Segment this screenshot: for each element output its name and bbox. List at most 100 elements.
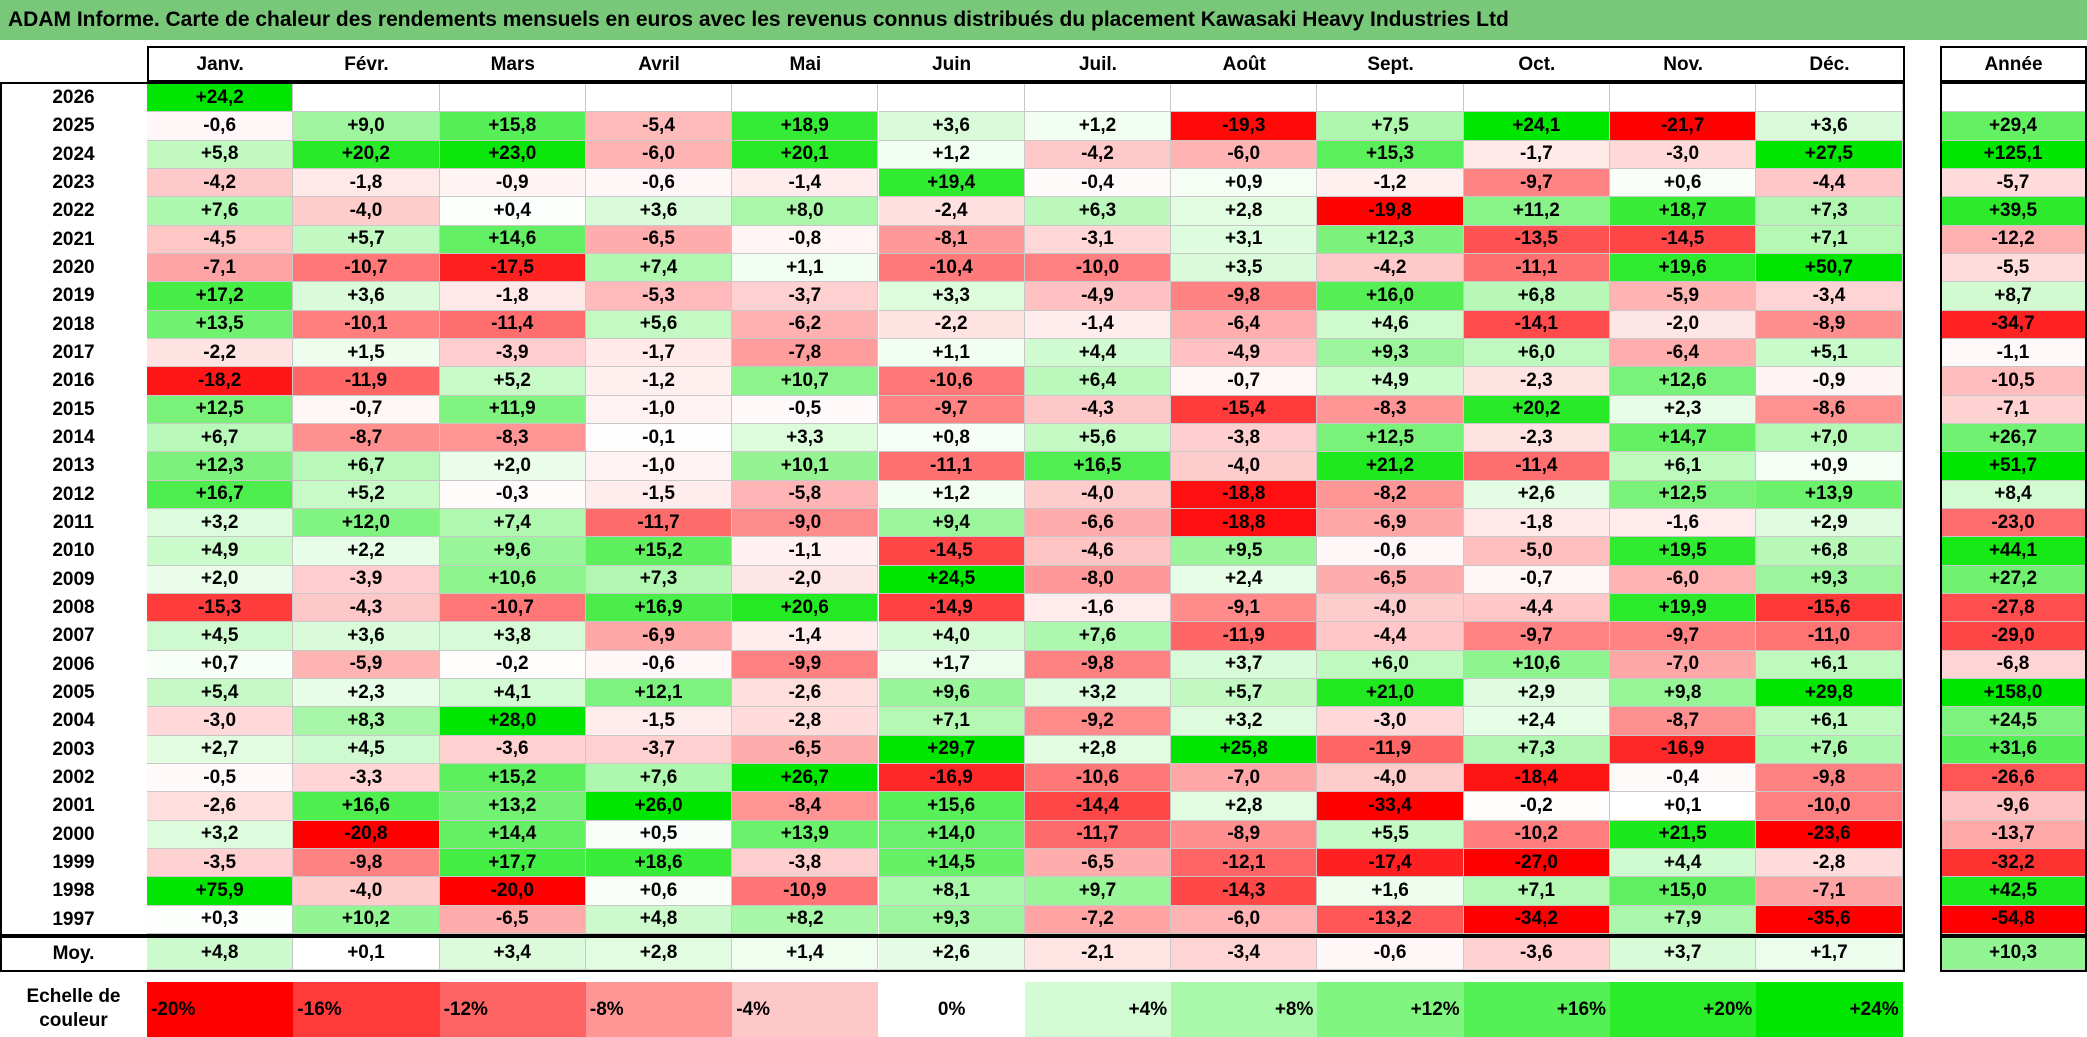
heatmap-cell: +7,3 (1463, 735, 1610, 764)
year-label: 2018 (0, 310, 147, 339)
heatmap-cell: +0,4 (439, 197, 586, 226)
heatmap-cell: -3,9 (439, 338, 586, 368)
heatmap-cell: -11,4 (1463, 452, 1610, 481)
heatmap-cell: +2,2 (293, 537, 440, 566)
year-label: 2010 (0, 537, 147, 566)
heatmap-cell: -2,0 (732, 565, 879, 594)
heatmap-cell: +50,7 (1756, 253, 1903, 283)
heatmap-cell: -34,2 (1463, 905, 1610, 934)
average-cell: +4,8 (147, 937, 294, 970)
heatmap-cell: -0,6 (585, 168, 733, 198)
heatmap-cell: -7,1 (1756, 877, 1903, 906)
annual-cell: -32,2 (1940, 848, 2087, 878)
heatmap-cell: +28,0 (439, 707, 586, 736)
heatmap-cell: +0,9 (1171, 168, 1318, 198)
heatmap-cell: +10,2 (293, 905, 440, 934)
heatmap-cell: +3,3 (732, 423, 879, 453)
heatmap-cell (439, 84, 586, 113)
average-cell: -3,4 (1171, 937, 1318, 970)
heatmap-cell: +1,1 (732, 253, 879, 283)
heatmap-cell: +7,1 (1756, 225, 1903, 254)
heatmap-cell: +1,2 (878, 140, 1025, 169)
heatmap-cell: -1,1 (732, 537, 879, 566)
heatmap-cell: +4,8 (585, 905, 733, 934)
heatmap-cell: +6,7 (293, 452, 440, 481)
heatmap-cell: -5,8 (732, 480, 879, 509)
heatmap-cell: -11,9 (1317, 735, 1464, 764)
heatmap-cell: +3,5 (1171, 253, 1318, 283)
heatmap-cell: +14,4 (439, 820, 586, 849)
heatmap-cell: +12,5 (1610, 480, 1757, 509)
heatmap-cell: -5,9 (293, 650, 440, 679)
month-header: Mars (439, 48, 586, 82)
heatmap-cell: +6,1 (1610, 452, 1757, 481)
heatmap-cell (732, 84, 879, 113)
heatmap-cell: -4,2 (1024, 140, 1172, 169)
heatmap-cell: +4,9 (147, 537, 294, 566)
heatmap-cell: -6,0 (1171, 905, 1318, 934)
heatmap-cell: -11,7 (585, 508, 733, 538)
heatmap-cell: +9,3 (1756, 565, 1903, 594)
heatmap-cell: +10,1 (732, 452, 879, 481)
average-cell: -2,1 (1024, 937, 1172, 970)
average-cell: +1,4 (732, 937, 879, 970)
month-header: Juil. (1024, 48, 1172, 82)
heatmap-cell: -10,7 (439, 593, 586, 623)
heatmap-cell: -13,5 (1463, 225, 1610, 254)
annual-cell: -12,2 (1940, 225, 2087, 254)
heatmap-cell: -3,9 (293, 565, 440, 594)
heatmap-cell: +6,7 (147, 423, 294, 453)
average-cell: +2,8 (585, 937, 733, 970)
heatmap-cell: -17,4 (1317, 848, 1464, 878)
heatmap-cell: -2,3 (1463, 423, 1610, 453)
average-cell: +1,7 (1756, 937, 1903, 970)
heatmap-cell: +4,4 (1610, 848, 1757, 878)
heatmap-cell: +23,0 (439, 140, 586, 169)
heatmap-cell (878, 84, 1025, 113)
heatmap-cell: +0,5 (585, 820, 733, 849)
heatmap-cell: -20,8 (293, 820, 440, 849)
heatmap-cell: +3,2 (147, 508, 294, 538)
annual-cell: -7,1 (1940, 395, 2087, 424)
annual-cell: +29,4 (1940, 112, 2087, 141)
heatmap-cell: +9,8 (1610, 678, 1757, 708)
heatmap-cell: +3,1 (1171, 225, 1318, 254)
heatmap-cell: -6,9 (1317, 508, 1464, 538)
heatmap-cell: -4,5 (147, 225, 294, 254)
heatmap-cell: -2,3 (1463, 367, 1610, 396)
heatmap-cell: +13,2 (439, 792, 586, 821)
heatmap-cell: -5,0 (1463, 537, 1610, 566)
heatmap-cell: +14,0 (878, 820, 1025, 849)
color-scale-step: -4% (732, 982, 879, 1037)
heatmap-cell: -2,4 (878, 197, 1025, 226)
heatmap-cell: +15,8 (439, 112, 586, 141)
heatmap-cell: -4,3 (1024, 395, 1172, 424)
year-label: 2015 (0, 395, 147, 424)
heatmap-cell: -23,6 (1756, 820, 1903, 849)
heatmap-cell: +1,6 (1317, 877, 1464, 906)
heatmap-cell: -4,0 (1024, 480, 1172, 509)
heatmap-cell: -3,0 (1317, 707, 1464, 736)
month-header: Févr. (293, 48, 440, 82)
color-scale-label-line1: Echelle de (26, 986, 121, 1007)
average-cell: -0,6 (1317, 937, 1464, 970)
heatmap-cell: +7,9 (1610, 905, 1757, 934)
year-label: 2026 (0, 84, 147, 113)
heatmap-cell: -14,5 (878, 537, 1025, 566)
heatmap-cell: +75,9 (147, 877, 294, 906)
heatmap-cell: -20,0 (439, 877, 586, 906)
heatmap-cell: -18,4 (1463, 763, 1610, 793)
heatmap-cell: -35,6 (1756, 905, 1903, 934)
annual-cell: +125,1 (1940, 140, 2087, 169)
year-label: 2011 (0, 508, 147, 538)
annual-cell: -34,7 (1940, 310, 2087, 339)
average-cell: +0,1 (293, 937, 440, 970)
heatmap-cell: -1,4 (732, 168, 879, 198)
heatmap-cell: +2,3 (1610, 395, 1757, 424)
heatmap-cell: -8,9 (1756, 310, 1903, 339)
heatmap-cell: -11,9 (1171, 622, 1318, 651)
heatmap-cell: -13,2 (1317, 905, 1464, 934)
heatmap-cell: +7,3 (585, 565, 733, 594)
heatmap-cell: -14,3 (1171, 877, 1318, 906)
heatmap-cell: -0,5 (732, 395, 879, 424)
